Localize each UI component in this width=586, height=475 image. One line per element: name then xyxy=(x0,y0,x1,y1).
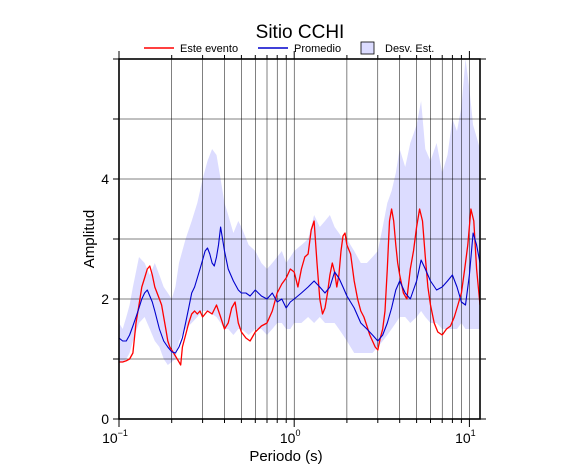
y-tick-label: 2 xyxy=(101,291,109,307)
legend-std-label: Desv. Est. xyxy=(385,43,434,55)
series-event-line xyxy=(119,208,480,366)
x-tick-label: 101 xyxy=(455,428,476,446)
std-band xyxy=(119,59,480,365)
legend-std-swatch xyxy=(360,41,375,55)
x-ticks: 10−1 100 101 xyxy=(102,51,476,446)
y-grid xyxy=(119,118,480,360)
x-tick-label: 10−1 xyxy=(102,428,128,446)
y-axis-label: Amplitud xyxy=(81,210,98,268)
x-tick-label: 100 xyxy=(280,428,301,446)
y-ticks: 0 2 4 xyxy=(101,58,486,427)
series-mean-line xyxy=(119,226,480,354)
y-tick-label: 0 xyxy=(101,411,109,427)
legend-event-label: Este evento xyxy=(180,43,238,55)
chart-title: Sitio CCHI xyxy=(256,22,345,43)
legend: Este evento Promedio Desv. Est. xyxy=(144,41,434,55)
x-axis-label: Periodo (s) xyxy=(249,448,322,465)
plot-area: 0 2 4 10−1 100 101 xyxy=(101,51,486,446)
y-tick-label: 4 xyxy=(101,171,109,187)
legend-mean-label: Promedio xyxy=(294,43,341,55)
